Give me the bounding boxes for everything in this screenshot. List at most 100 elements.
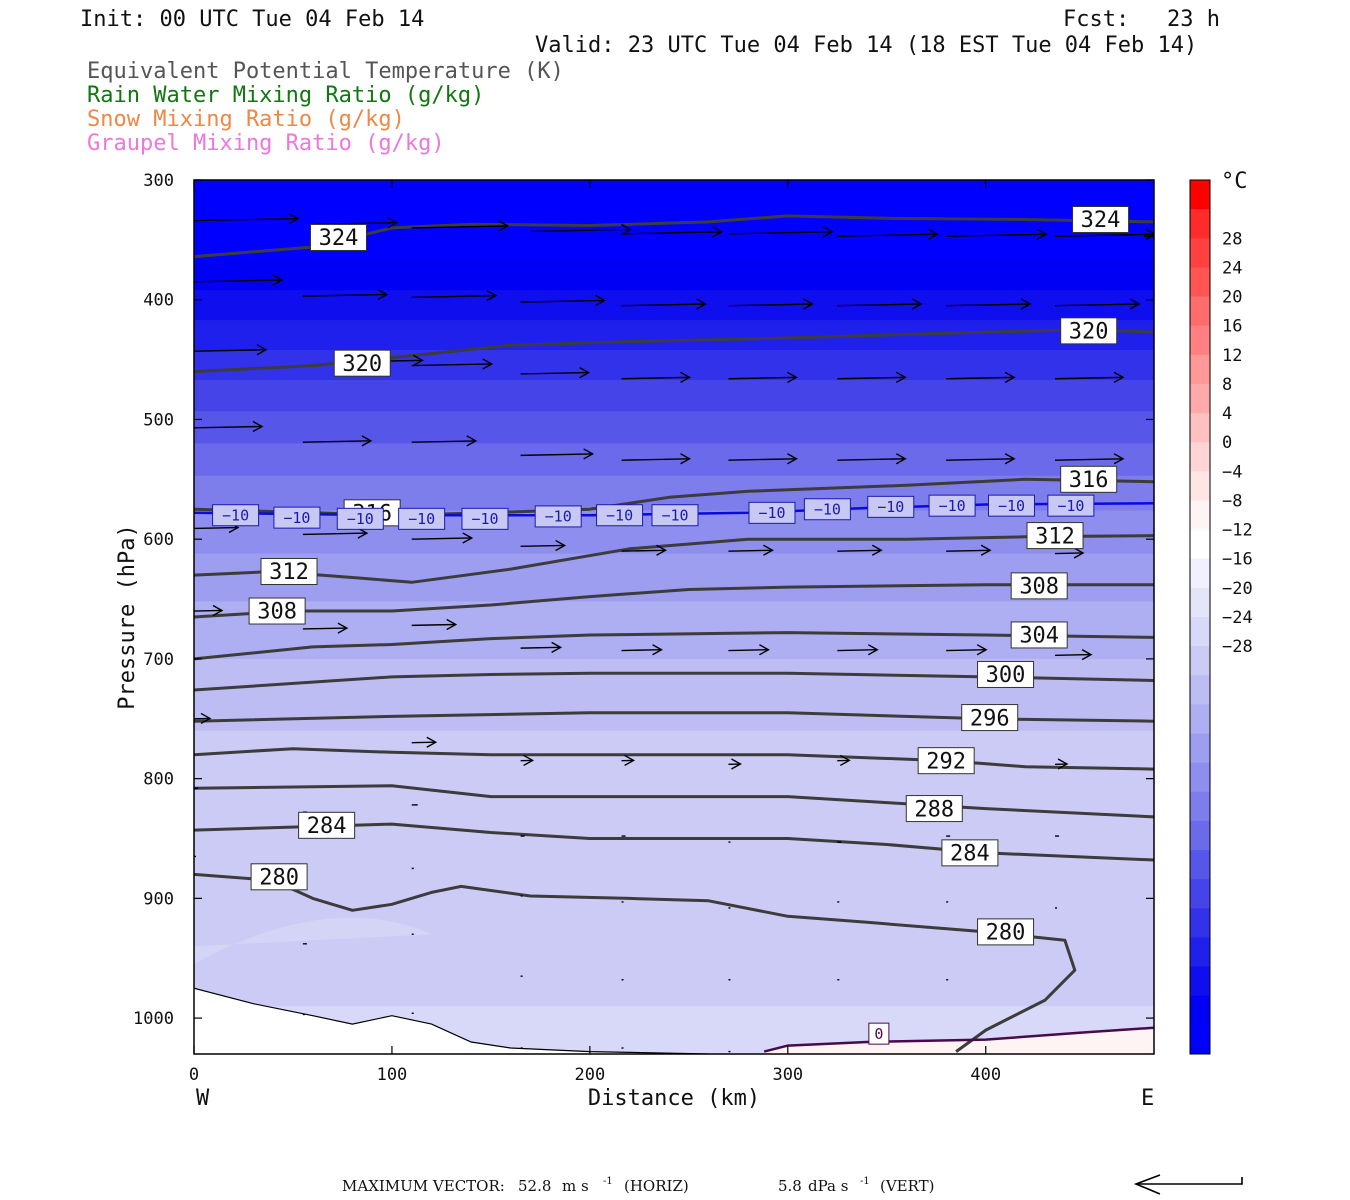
forecast-hours: 23 h	[1167, 7, 1220, 32]
isotherm-minus10-label: −10	[1047, 494, 1095, 517]
wind-vector	[520, 754, 535, 767]
x-tick-label: 200	[575, 1065, 606, 1085]
colorbar-tick-label: −16	[1222, 550, 1253, 570]
theta-e-316-label-box	[1060, 465, 1118, 493]
theta-e-308-label-text: 308	[257, 600, 297, 625]
isotherm-minus10-label: −10	[928, 494, 976, 517]
theta-e-324-label: 324	[309, 223, 367, 251]
colorbar-swatch	[1190, 180, 1210, 210]
theta-e-296-label-text: 296	[970, 706, 1010, 731]
wind-vector	[1055, 758, 1069, 770]
colorbar-swatch	[1190, 675, 1210, 705]
wind-vector	[621, 453, 691, 465]
y-tick-label: 700	[143, 650, 174, 670]
y-tick-label: 400	[143, 291, 174, 311]
reference-vector-arrow-icon	[1133, 1174, 1243, 1195]
colorbar-swatch	[1190, 442, 1210, 472]
isotherm-minus10-label-text: −10	[1057, 497, 1084, 515]
isotherm-minus10-label-box	[1047, 494, 1095, 517]
wind-vector	[946, 544, 992, 556]
isotherm-minus10-label: −10	[596, 504, 644, 527]
theta-e-320-label: 320	[1060, 317, 1118, 345]
isotherm-minus10-label: −10	[651, 504, 699, 527]
colorbar-swatch	[1190, 762, 1210, 793]
max-vert-value: 5.8	[778, 1177, 802, 1195]
freezing-line-label: 0	[868, 1022, 890, 1045]
isotherm-minus10-label-box	[461, 507, 509, 530]
max-vector-label: MAXIMUM VECTOR:	[342, 1177, 505, 1195]
isotherm-minus10-label-box	[748, 501, 796, 524]
theta-e-324-label-box	[1072, 206, 1130, 234]
colorbar-swatch	[1190, 587, 1210, 618]
wind-vector	[728, 453, 798, 465]
x-tick-label: 0	[189, 1065, 199, 1085]
cold-pocket	[194, 917, 432, 965]
isotherm-minus10-label-text: −10	[545, 508, 572, 526]
wind-vector	[194, 274, 284, 286]
y-axis-title: Pressure (hPa)	[115, 524, 140, 709]
wind-vector	[1144, 235, 1154, 237]
wind-vector	[621, 754, 635, 767]
wind-vector	[194, 344, 268, 356]
isotherm-minus10-label-box	[534, 505, 582, 528]
init-time: Init: 00 UTC Tue 04 Feb 14	[80, 7, 424, 32]
max-horiz-exp: -1	[603, 1176, 613, 1187]
colorbar-swatch	[1190, 791, 1210, 822]
theta-e-320-label: 320	[333, 349, 391, 377]
theta-e-288-label: 288	[905, 795, 963, 822]
theta-e-308-label-box	[1010, 572, 1068, 600]
theta-e-292-label-text: 292	[926, 749, 966, 774]
max-horiz-unit: m s	[562, 1177, 589, 1195]
theta-e-324-label-text: 324	[319, 226, 359, 251]
legend-snow: Snow Mixing Ratio (g/kg)	[87, 107, 405, 132]
wind-vector	[411, 736, 438, 748]
theta-e-284-label: 284	[298, 811, 356, 839]
wind-vector	[194, 604, 224, 617]
surface-white-region	[194, 988, 709, 1054]
legend-graupel: Graupel Mixing Ratio (g/kg)	[87, 131, 445, 156]
theta-e-284-label-box	[941, 839, 999, 867]
wind-vector	[837, 453, 907, 465]
wind-vector	[411, 358, 494, 370]
wind-vector	[621, 644, 663, 656]
theta-e-304-line	[194, 631, 1154, 661]
wind-vector	[837, 754, 851, 767]
theta-e-316-label-text: 316	[1069, 468, 1109, 493]
max-vert-exp: -1	[860, 1176, 870, 1187]
isotherm-minus10-label-box	[928, 494, 976, 517]
max-horiz-value: 52.8	[518, 1177, 551, 1195]
isotherm-minus10-label: −10	[987, 494, 1035, 517]
colorbar-tick-label: 28	[1222, 229, 1242, 249]
wind-vector	[194, 712, 212, 725]
wind-vector	[728, 226, 834, 238]
theta-e-320-label-box	[1060, 317, 1118, 345]
colorbar-swatch	[1190, 529, 1210, 560]
colorbar-swatch	[1190, 500, 1210, 531]
theta-e-308-label-box	[248, 597, 306, 625]
theta-e-304-label-box	[1010, 621, 1068, 649]
x-tick-label: 300	[772, 1065, 803, 1085]
isotherm-minus10-label-box	[273, 506, 321, 529]
max-horiz-tag: (HORIZ)	[624, 1177, 689, 1195]
colorbar-unit: °C	[1221, 169, 1248, 194]
isotherm-minus10-label-box	[336, 507, 384, 530]
wind-vector	[837, 228, 939, 240]
colorbar-swatch	[1190, 267, 1210, 298]
isotherm-minus10-label: −10	[461, 507, 509, 530]
y-tick-label: 800	[143, 770, 174, 790]
wind-vector	[520, 539, 567, 552]
wind-vector	[411, 435, 478, 447]
theta-e-308-label-text: 308	[1019, 575, 1059, 600]
wind-vector	[411, 532, 474, 544]
isotherm-minus10-label-text: −10	[283, 509, 310, 527]
isotherm-minus10-label-text: −10	[471, 510, 498, 528]
isotherm-minus10-label: −10	[212, 504, 260, 527]
wind-vector	[728, 758, 742, 770]
wind-vector	[530, 223, 632, 236]
y-tick-label: 1000	[133, 1009, 174, 1029]
theta-e-312-label: 312	[1026, 522, 1084, 549]
isotherm-minus10-label-text: −10	[814, 500, 841, 518]
max-vert-tag: (VERT)	[880, 1177, 935, 1195]
plot-frame	[193, 179, 1155, 1055]
